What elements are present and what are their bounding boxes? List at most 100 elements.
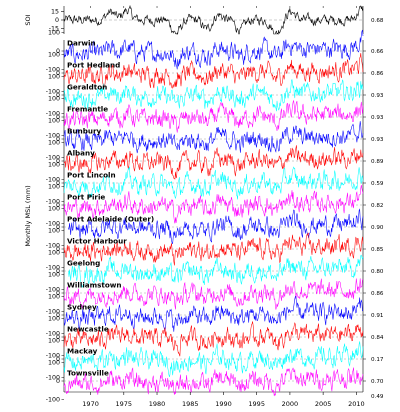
- msl-tick-label: 0: [56, 158, 60, 165]
- x-tick-label: 2010: [348, 400, 365, 408]
- series-line: [63, 321, 364, 357]
- extra-right-label: 0.49: [371, 394, 384, 400]
- msl-tick-label: 100: [48, 294, 60, 301]
- station-label: Port Pirie: [67, 193, 105, 202]
- correlation-label: 0.59: [371, 181, 384, 187]
- correlation-label: 0.89: [371, 159, 384, 165]
- series-line: [68, 254, 364, 288]
- series-line: [63, 278, 364, 310]
- series-line: [63, 232, 364, 266]
- station-label: Williamstown: [67, 281, 122, 290]
- station-label: Port Adelaide (Outer): [67, 215, 154, 224]
- correlation-label: 0.93: [371, 93, 384, 99]
- msl-tick-label: 100: [48, 316, 60, 323]
- msl-tick-label: 0: [56, 114, 60, 121]
- msl-tick-label: 100: [48, 360, 60, 367]
- msl-tick-label: 0: [56, 312, 60, 319]
- msl-tick-label: 100: [48, 162, 60, 169]
- correlation-label: 0.17: [371, 357, 384, 363]
- msl-tick-label: 0: [56, 378, 60, 385]
- msl-tick-label: 0: [56, 356, 60, 363]
- series-line: [63, 185, 364, 224]
- msl-tick-label: -100: [46, 330, 60, 337]
- correlation-label: 0.80: [371, 269, 384, 275]
- axis-labels: Monthly MSL (mm): [24, 185, 32, 246]
- series-line: [63, 145, 364, 180]
- msl-tick-label: 0: [56, 180, 60, 187]
- msl-tick-label: -100: [46, 198, 60, 205]
- msl-tick-label: 100: [48, 228, 60, 235]
- station-label: Townsville: [67, 369, 109, 378]
- correlation-label: 0.66: [371, 49, 384, 55]
- soi-tick-label: -15: [49, 25, 59, 32]
- series-line: [63, 99, 364, 133]
- msl-tick-label: 100: [48, 272, 60, 279]
- soi-axis-label: SOI: [24, 14, 32, 25]
- station-label: Geraldton: [67, 83, 107, 92]
- station-label: Geelong: [67, 259, 100, 268]
- station-label: Fremantle: [67, 105, 108, 114]
- correlation-label: 0.93: [371, 137, 384, 143]
- msl-tick-label: 0: [56, 246, 60, 253]
- x-tick-label: 1980: [149, 400, 166, 408]
- msl-tick-label: 0: [56, 290, 60, 297]
- x-tick-label: 1990: [215, 400, 232, 408]
- correlation-label: 0.84: [371, 335, 384, 341]
- soi-tick-label: 0: [55, 17, 59, 24]
- series-line: [63, 79, 364, 112]
- correlation-label: 0.93: [371, 115, 384, 121]
- series-line: [63, 121, 364, 154]
- msl-tick-label: 0: [56, 48, 60, 55]
- series-line: [63, 29, 364, 70]
- x-tick-label: 2000: [282, 400, 299, 408]
- station-label: Port Hedland: [67, 61, 120, 70]
- correlation-label: 0.91: [371, 313, 384, 319]
- station-label: Port Lincoln: [67, 171, 116, 180]
- msl-tick-label: 0: [56, 136, 60, 143]
- soi-correlation-label: 0.68: [371, 18, 384, 24]
- msl-tick-label: -100: [46, 396, 60, 403]
- msl-tick-label: -100: [46, 286, 60, 293]
- series-line: [63, 295, 364, 332]
- msl-tick-label: -100: [46, 110, 60, 117]
- msl-tick-label: 100: [48, 338, 60, 345]
- msl-tick-label: 0: [56, 268, 60, 275]
- series-line: [63, 367, 364, 397]
- series-line: [63, 341, 364, 377]
- station-label: Darwin: [67, 39, 96, 48]
- station-label: Sydney: [67, 303, 97, 312]
- station-label: Newcastle: [67, 325, 109, 334]
- msl-tick-label: 100: [48, 96, 60, 103]
- msl-tick-label: 0: [56, 224, 60, 231]
- msl-tick-label: 100: [48, 52, 60, 59]
- correlation-label: 0.82: [371, 203, 383, 209]
- soi-series-line: [63, 4, 364, 36]
- msl-tick-label: 100: [48, 118, 60, 125]
- msl-tick-label: 100: [48, 30, 60, 37]
- correlation-label: 0.70: [371, 379, 384, 385]
- msl-tick-label: 0: [56, 202, 60, 209]
- msl-tick-label: 100: [48, 250, 60, 257]
- msl-tick-label: 100: [48, 140, 60, 147]
- x-tick-label: 1995: [248, 400, 265, 408]
- msl-tick-label: 100: [48, 74, 60, 81]
- correlation-label: 0.86: [371, 71, 384, 77]
- msl-tick-label: 100: [48, 206, 60, 213]
- msl-tick-label: 0: [56, 92, 60, 99]
- msl-tick-label: 0: [56, 70, 60, 77]
- msl-tick-label: -100: [46, 220, 60, 227]
- x-tick-label: 2005: [315, 400, 332, 408]
- series-line: [63, 52, 364, 89]
- msl-tick-label: 0: [56, 334, 60, 341]
- x-axis: 1970 1975 1980 1985 1990 1995 2000 2005 2010: [82, 6, 365, 408]
- msl-tick-label: -100: [46, 66, 60, 73]
- x-tick-label: 1975: [116, 400, 133, 408]
- msl-tick-label: -100: [46, 374, 60, 381]
- msl-tick-label: -100: [46, 264, 60, 271]
- msl-tick-label: 100: [48, 184, 60, 191]
- msl-tick-label: -100: [46, 242, 60, 249]
- soi-panel: 150-15 SOI 0.68: [24, 4, 384, 36]
- msl-tick-label: -100: [46, 176, 60, 183]
